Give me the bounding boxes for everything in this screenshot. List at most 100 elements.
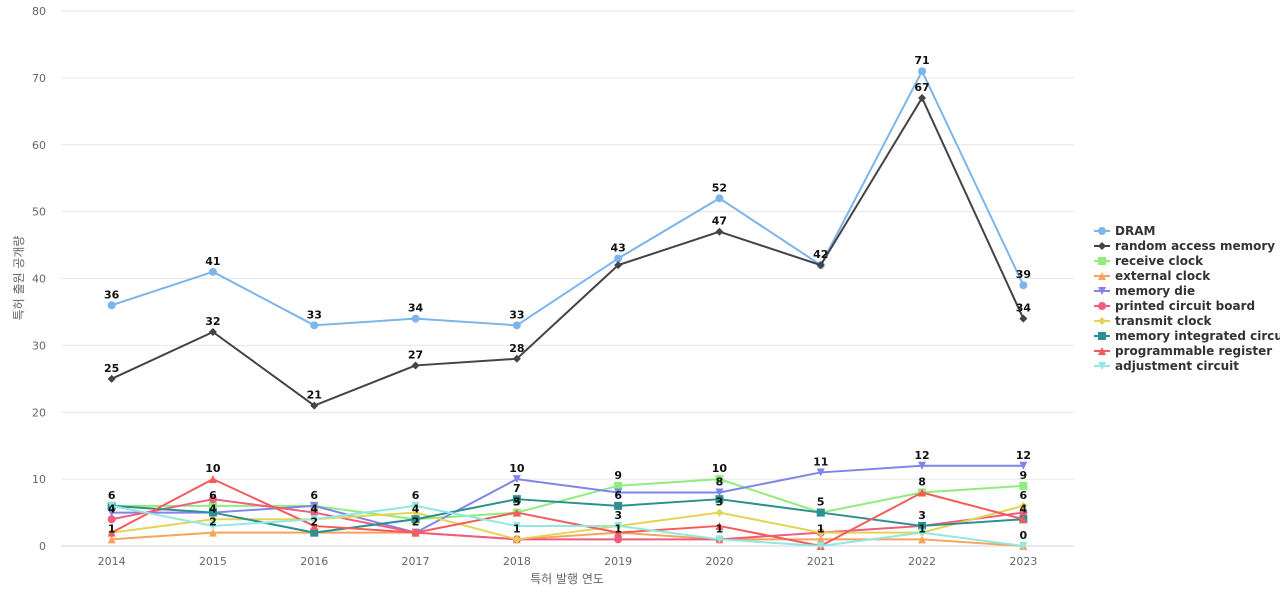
data-point[interactable]: [918, 93, 927, 102]
data-point[interactable]: [614, 254, 623, 263]
data-point[interactable]: [715, 521, 724, 530]
data-point[interactable]: [816, 528, 825, 537]
data-point[interactable]: [208, 475, 217, 484]
data-point[interactable]: [816, 508, 825, 517]
data-point[interactable]: [614, 528, 623, 537]
data-point[interactable]: [208, 328, 217, 336]
data-point[interactable]: [107, 535, 116, 544]
data-point[interactable]: [816, 468, 825, 477]
data-point[interactable]: [208, 501, 217, 510]
data-point[interactable]: [715, 535, 724, 544]
data-point[interactable]: [107, 515, 116, 524]
legend-item[interactable]: transmit clock: [1094, 314, 1213, 328]
data-point[interactable]: [411, 314, 420, 323]
data-point[interactable]: [918, 488, 927, 497]
data-point[interactable]: [1019, 461, 1028, 470]
data-point[interactable]: [310, 528, 319, 537]
data-point[interactable]: [614, 535, 623, 544]
data-point[interactable]: [918, 535, 927, 544]
data-point[interactable]: [107, 528, 116, 537]
data-point[interactable]: [1019, 281, 1028, 290]
legend-marker-icon[interactable]: [1098, 332, 1106, 340]
data-point[interactable]: [310, 501, 319, 510]
data-point[interactable]: [614, 521, 623, 530]
data-point[interactable]: [1019, 508, 1028, 517]
data-point[interactable]: [310, 508, 319, 517]
legend-marker-icon[interactable]: [1098, 287, 1106, 295]
data-point[interactable]: [614, 261, 623, 270]
data-point[interactable]: [512, 508, 521, 517]
y-axis: 0 10 20 30 40 50 60 70 80: [32, 5, 46, 553]
legend-item[interactable]: random access memory: [1094, 239, 1275, 253]
legend-marker-icon[interactable]: [1098, 242, 1106, 250]
data-point[interactable]: [614, 501, 623, 510]
data-point[interactable]: [918, 461, 927, 470]
data-point[interactable]: [512, 354, 521, 363]
data-point[interactable]: [208, 521, 217, 530]
legend-item[interactable]: receive clock: [1094, 254, 1204, 268]
data-point[interactable]: [107, 501, 116, 510]
legend-marker-icon[interactable]: [1098, 272, 1106, 280]
data-label: 34: [408, 302, 424, 315]
data-point[interactable]: [1019, 481, 1028, 490]
legend-item[interactable]: adjustment circuit: [1094, 359, 1239, 373]
legend-marker-icon[interactable]: [1098, 302, 1106, 310]
data-point[interactable]: [411, 361, 420, 370]
data-label: 28: [509, 342, 524, 355]
data-point[interactable]: [208, 267, 217, 276]
data-point[interactable]: [816, 535, 825, 544]
data-point[interactable]: [208, 515, 217, 524]
data-point[interactable]: [310, 515, 319, 524]
data-point[interactable]: [411, 515, 420, 524]
data-point[interactable]: [512, 495, 521, 504]
legend-marker-icon[interactable]: [1098, 227, 1106, 235]
data-point[interactable]: [208, 495, 217, 504]
data-point[interactable]: [715, 495, 724, 504]
data-point[interactable]: [614, 488, 623, 497]
legend-item[interactable]: external clock: [1094, 269, 1211, 283]
data-point[interactable]: [816, 261, 825, 270]
data-point[interactable]: [1019, 542, 1028, 550]
data-point[interactable]: [107, 374, 116, 383]
data-point[interactable]: [715, 508, 724, 517]
data-point[interactable]: [310, 401, 319, 410]
data-point[interactable]: [512, 535, 521, 544]
legend-item[interactable]: memory integrated circuit: [1094, 329, 1280, 343]
legend-marker-icon[interactable]: [1098, 362, 1106, 370]
x-tick-label: 2020: [705, 555, 733, 568]
data-point[interactable]: [715, 227, 724, 236]
legend-marker-icon[interactable]: [1098, 347, 1106, 355]
data-point[interactable]: [411, 501, 420, 510]
data-point[interactable]: [614, 481, 623, 490]
legend-marker-icon[interactable]: [1098, 317, 1106, 325]
data-point[interactable]: [1019, 314, 1028, 323]
data-point[interactable]: [512, 321, 521, 330]
data-point[interactable]: [310, 521, 319, 530]
data-point[interactable]: [715, 488, 724, 497]
data-point[interactable]: [1019, 515, 1028, 524]
data-point[interactable]: [816, 542, 825, 550]
data-point[interactable]: [208, 528, 217, 537]
y-tick-label: 0: [39, 540, 46, 553]
data-point[interactable]: [512, 521, 521, 530]
legend-item[interactable]: memory die: [1094, 284, 1195, 298]
legend-item[interactable]: printed circuit board: [1094, 299, 1255, 313]
data-point[interactable]: [512, 475, 521, 484]
legend-marker-icon[interactable]: [1098, 257, 1106, 265]
data-label: 25: [104, 362, 119, 375]
data-point[interactable]: [208, 508, 217, 517]
data-point[interactable]: [411, 508, 420, 517]
data-point[interactable]: [411, 528, 420, 537]
data-point[interactable]: [715, 475, 724, 484]
data-point[interactable]: [310, 321, 319, 330]
data-point[interactable]: [918, 67, 927, 76]
legend-item[interactable]: DRAM: [1094, 224, 1155, 238]
legend-item[interactable]: programmable register: [1094, 344, 1272, 358]
data-point[interactable]: [715, 194, 724, 203]
data-point[interactable]: [918, 528, 927, 537]
data-point[interactable]: [107, 508, 116, 517]
legend-label: printed circuit board: [1115, 299, 1255, 313]
data-point[interactable]: [107, 301, 116, 310]
data-point[interactable]: [918, 521, 927, 530]
data-point[interactable]: [1019, 501, 1028, 510]
